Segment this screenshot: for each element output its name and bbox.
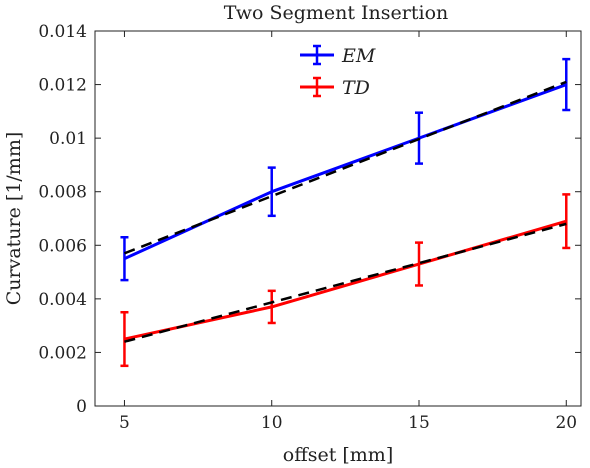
error-bar-td [562, 193, 571, 250]
x-tick-label: 20 [555, 413, 577, 433]
series-layer [120, 57, 571, 368]
series-line-td [124, 219, 567, 341]
y-tick-label: 0 [76, 397, 87, 417]
x-axis-label: offset [mm] [283, 444, 393, 466]
legend-label: EM [341, 45, 376, 67]
x-tick-label: 10 [261, 413, 283, 433]
y-tick-label: 0.008 [38, 183, 87, 203]
error-bar-em [562, 57, 571, 112]
tick-labels: 5 10 15 20 0 0.002 0.004 0.006 0.008 0.01 0.012 0.0… [38, 22, 577, 433]
y-tick-label: 0.006 [38, 236, 87, 256]
y-tick-label: 0.002 [38, 343, 87, 363]
chart-title: Two Segment Insertion [224, 2, 449, 24]
plot-frame [94, 30, 582, 407]
axis-ticks [95, 30, 581, 407]
fit-lines [124, 80, 567, 343]
series-line-em [123, 83, 567, 261]
legend: EM TD [300, 44, 376, 99]
y-tick-label: 0.014 [38, 22, 87, 42]
error-bar-td [120, 311, 129, 368]
legend-item-em: EM [300, 44, 376, 67]
error-bar-em [120, 236, 129, 282]
y-tick-label: 0.012 [38, 76, 87, 96]
legend-item-td: TD [300, 76, 370, 99]
error-bar-em [267, 166, 276, 218]
fit-line-1 [124, 80, 567, 255]
y-axis-label: Curvature [1/mm] [3, 132, 25, 306]
x-tick-label: 15 [408, 413, 430, 433]
y-tick-label: 0.01 [49, 129, 87, 149]
error-bar-td [267, 289, 276, 325]
y-tick-label: 0.004 [38, 290, 87, 310]
legend-label: TD [342, 77, 370, 99]
fit-line-2 [124, 222, 567, 343]
error-bar-td [415, 241, 423, 287]
x-tick-label: 5 [119, 413, 130, 433]
